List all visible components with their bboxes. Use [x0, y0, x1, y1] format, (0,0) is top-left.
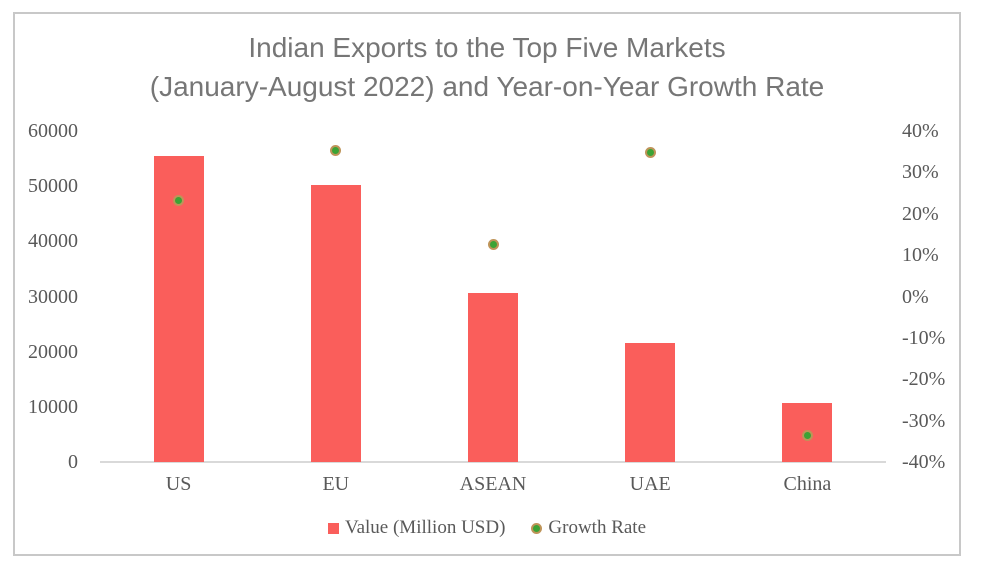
- left-axis-tick-label: 10000: [28, 395, 78, 418]
- left-axis-tick-label: 60000: [28, 120, 78, 142]
- bar-eu: [310, 184, 361, 462]
- chart-legend: Value (Million USD) Growth Rate: [13, 517, 961, 539]
- legend-item-growth-rate: Growth Rate: [531, 517, 646, 539]
- left-axis-tick-label: 30000: [28, 285, 78, 308]
- left-axis-tick-label: 0: [68, 451, 78, 473]
- growth-rate-marker-china: [801, 429, 813, 441]
- left-axis-tick-label: 40000: [28, 230, 78, 253]
- right-axis-tick-label: -20%: [902, 368, 946, 391]
- legend-label: Value (Million USD): [344, 517, 506, 538]
- chart-title: Indian Exports to the Top Five Markets (…: [13, 28, 961, 106]
- category-label-eu: EU: [322, 473, 350, 495]
- bar-uae: [625, 343, 676, 462]
- right-axis-tick-label: -30%: [902, 409, 946, 432]
- category-label-us: US: [165, 473, 192, 495]
- chart-title-line1: Indian Exports to the Top Five Markets: [248, 32, 726, 63]
- legend-item-value: Value (Million USD): [327, 517, 506, 539]
- legend-square-swatch-icon: [327, 522, 339, 534]
- legend-label: Growth Rate: [548, 517, 647, 538]
- x-axis-line: [100, 461, 886, 463]
- right-axis-tick-label: -40%: [902, 451, 946, 473]
- right-axis-tick-label: 10%: [902, 244, 939, 267]
- category-label-china: China: [783, 473, 832, 495]
- right-axis-tick-label: 0%: [902, 285, 929, 308]
- right-axis-tick-label: -10%: [902, 326, 946, 349]
- left-axis-tick-label: 20000: [28, 340, 78, 363]
- right-axis-tick-label: 40%: [902, 120, 939, 142]
- legend-circle-swatch-icon: [531, 522, 543, 534]
- growth-rate-marker-us: [173, 194, 185, 206]
- left-axis-tick-label: 50000: [28, 175, 78, 198]
- bar-us: [153, 155, 204, 462]
- growth-rate-marker-asean: [487, 239, 499, 251]
- growth-rate-marker-uae: [644, 147, 656, 159]
- category-label-asean: ASEAN: [459, 473, 527, 495]
- right-axis-tick-label: 30%: [902, 161, 939, 184]
- category-label-uae: UAE: [629, 473, 671, 495]
- right-axis-tick-label: 20%: [902, 202, 939, 225]
- growth-rate-marker-eu: [330, 144, 342, 156]
- chart-title-line2: (January-August 2022) and Year-on-Year G…: [149, 71, 825, 102]
- bar-asean: [468, 293, 518, 462]
